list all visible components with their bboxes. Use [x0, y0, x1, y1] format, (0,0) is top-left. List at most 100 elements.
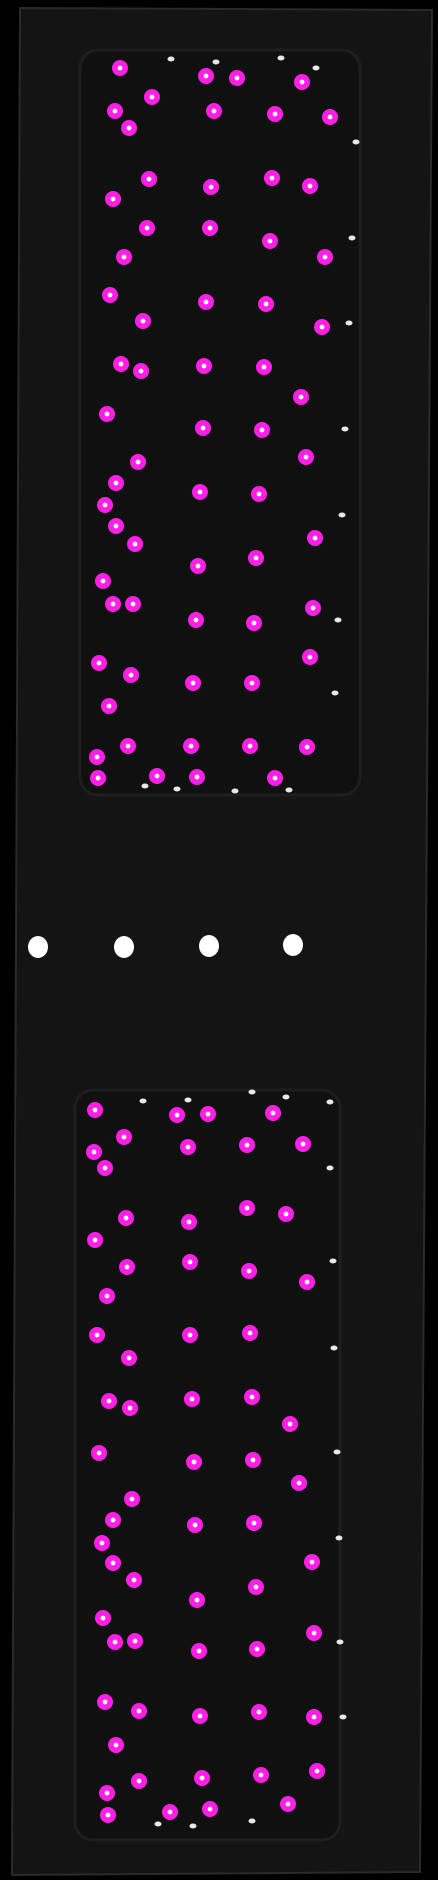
lower-detection-marker	[99, 1288, 115, 1304]
lower-detection-marker	[248, 1579, 264, 1595]
lower-detection-marker	[186, 1454, 202, 1470]
upper-detection-marker	[189, 769, 205, 785]
upper-detection-marker	[97, 497, 113, 513]
upper-detection-marker	[112, 60, 128, 76]
upper-detection-marker	[195, 420, 211, 436]
upper-detection-marker	[141, 171, 157, 187]
upper-detection-marker	[192, 484, 208, 500]
lower-detection-marker	[265, 1105, 281, 1121]
lower-detection-marker	[189, 1592, 205, 1608]
lower-detection-marker	[97, 1160, 113, 1176]
lower-detection-marker	[278, 1206, 294, 1222]
lower-detection-marker	[202, 1801, 218, 1817]
lower-detection-marker	[181, 1214, 197, 1230]
lower-detection-marker	[99, 1785, 115, 1801]
upper-detection-marker	[248, 550, 264, 566]
lower-detection-marker	[280, 1796, 296, 1812]
undetected-spot	[285, 787, 293, 793]
undetected-spot	[282, 1094, 290, 1100]
upper-detection-marker	[202, 220, 218, 236]
lower-detection-marker	[192, 1708, 208, 1724]
lower-detection-marker	[251, 1704, 267, 1720]
upper-detection-marker	[125, 596, 141, 612]
undetected-spot	[173, 786, 181, 792]
lower-detection-marker	[97, 1694, 113, 1710]
upper-detection-marker	[116, 249, 132, 265]
upper-detection-marker	[314, 319, 330, 335]
lower-detection-marker	[122, 1400, 138, 1416]
upper-detection-marker	[133, 363, 149, 379]
undetected-spot	[331, 690, 339, 696]
lower-detection-marker	[126, 1572, 142, 1588]
undetected-spot	[348, 235, 356, 241]
upper-detection-marker	[322, 109, 338, 125]
upper-detection-marker	[135, 313, 151, 329]
lower-detection-marker	[291, 1475, 307, 1491]
undetected-spot	[352, 139, 360, 145]
upper-detection-marker	[188, 612, 204, 628]
upper-detection-marker	[251, 486, 267, 502]
lower-detection-marker	[239, 1137, 255, 1153]
undetected-spot	[154, 1821, 162, 1827]
lower-detection-marker	[187, 1517, 203, 1533]
upper-detection-marker	[113, 356, 129, 372]
upper-detection-marker	[99, 406, 115, 422]
upper-detection-marker	[298, 449, 314, 465]
undetected-spot	[330, 1345, 338, 1351]
upper-well-region	[78, 48, 362, 797]
lower-detection-marker	[127, 1633, 143, 1649]
upper-detection-marker	[123, 667, 139, 683]
upper-detection-marker	[305, 600, 321, 616]
upper-detection-marker	[107, 103, 123, 119]
lower-detection-marker	[86, 1144, 102, 1160]
upper-detection-marker	[307, 530, 323, 546]
fiducial-dot	[199, 935, 219, 957]
lower-detection-marker	[180, 1139, 196, 1155]
lower-detection-marker	[101, 1393, 117, 1409]
lower-detection-marker	[242, 1325, 258, 1341]
lower-detection-marker	[191, 1643, 207, 1659]
lower-detection-marker	[239, 1200, 255, 1216]
upper-detection-marker	[293, 389, 309, 405]
lower-detection-marker	[306, 1625, 322, 1641]
lower-detection-marker	[246, 1515, 262, 1531]
undetected-spot	[345, 320, 353, 326]
fiducial-dot	[283, 934, 303, 956]
lower-detection-marker	[249, 1641, 265, 1657]
undetected-spot	[248, 1089, 256, 1095]
upper-detection-marker	[130, 454, 146, 470]
lower-detection-marker	[118, 1210, 134, 1226]
lower-detection-marker	[119, 1259, 135, 1275]
undetected-spot	[231, 788, 239, 794]
lower-detection-marker	[116, 1129, 132, 1145]
lower-detection-marker	[131, 1773, 147, 1789]
lower-detection-marker	[87, 1102, 103, 1118]
lower-detection-marker	[194, 1770, 210, 1786]
lower-detection-marker	[91, 1445, 107, 1461]
lower-detection-marker	[105, 1555, 121, 1571]
lower-detection-marker	[200, 1106, 216, 1122]
lower-detection-marker	[253, 1767, 269, 1783]
lower-detection-marker	[94, 1535, 110, 1551]
undetected-spot	[167, 56, 175, 62]
lower-detection-marker	[184, 1391, 200, 1407]
upper-detection-marker	[149, 768, 165, 784]
upper-detection-marker	[244, 675, 260, 691]
undetected-spot	[334, 617, 342, 623]
upper-detection-marker	[302, 178, 318, 194]
upper-detection-marker	[91, 655, 107, 671]
undetected-spot	[248, 1818, 256, 1824]
upper-detection-marker	[246, 615, 262, 631]
lower-detection-marker	[306, 1709, 322, 1725]
lower-detection-marker	[121, 1350, 137, 1366]
upper-detection-marker	[90, 770, 106, 786]
lower-detection-marker	[241, 1263, 257, 1279]
upper-detection-marker	[196, 358, 212, 374]
upper-detection-marker	[139, 220, 155, 236]
undetected-spot	[339, 1714, 347, 1720]
undetected-spot	[326, 1099, 334, 1105]
lower-detection-marker	[124, 1491, 140, 1507]
upper-detection-marker	[299, 739, 315, 755]
undetected-spot	[184, 1097, 192, 1103]
lower-detection-marker	[182, 1327, 198, 1343]
